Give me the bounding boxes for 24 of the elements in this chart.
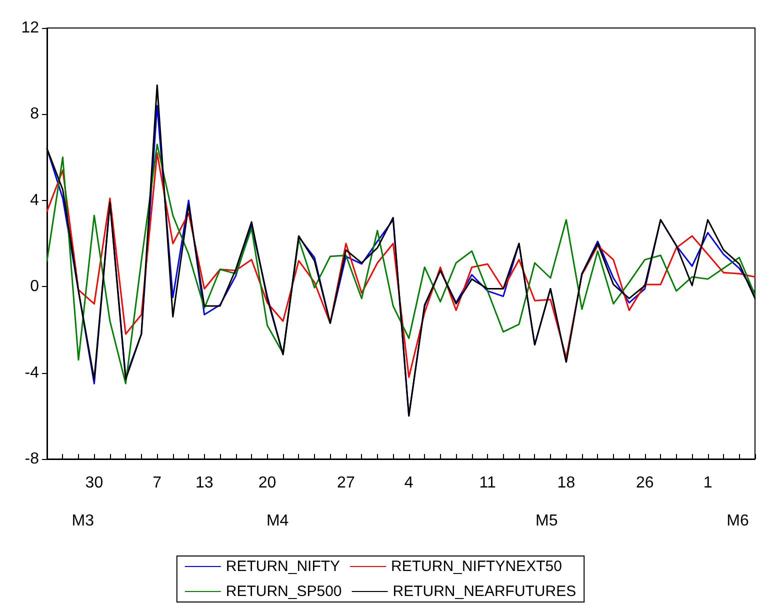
x-tick-label: 26 <box>636 474 654 492</box>
y-tick-label: 0 <box>30 278 40 296</box>
x-tick-label: 30 <box>85 474 104 492</box>
x-tick-label: 7 <box>152 474 162 492</box>
y-tick-label: 4 <box>30 192 40 209</box>
y-tick-label: -4 <box>24 364 40 382</box>
text: M3 <box>72 512 94 530</box>
legend-label: RETURN_NIFTYNEXT50 <box>391 558 562 575</box>
x-tick-label: 20 <box>258 474 276 492</box>
legend-label: RETURN_NIFTY <box>226 558 340 575</box>
legend-label: RETURN_SP500 <box>226 583 342 600</box>
x-tick-label: 13 <box>195 474 214 492</box>
text: M4 <box>266 512 289 530</box>
x-tick-label: 27 <box>337 474 355 492</box>
x-tick-label: 11 <box>479 474 496 492</box>
y-tick-label: -8 <box>24 450 40 468</box>
x-tick-label: 1 <box>703 474 712 492</box>
x-tick-label: 18 <box>557 474 576 492</box>
text: M6 <box>726 512 750 530</box>
x-tick-label: 4 <box>404 474 414 492</box>
text: M5 <box>536 512 558 530</box>
y-tick-label: 8 <box>30 106 40 123</box>
y-tick-label: 12 <box>21 20 40 36</box>
legend-label: RETURN_NEARFUTURES <box>392 583 576 600</box>
